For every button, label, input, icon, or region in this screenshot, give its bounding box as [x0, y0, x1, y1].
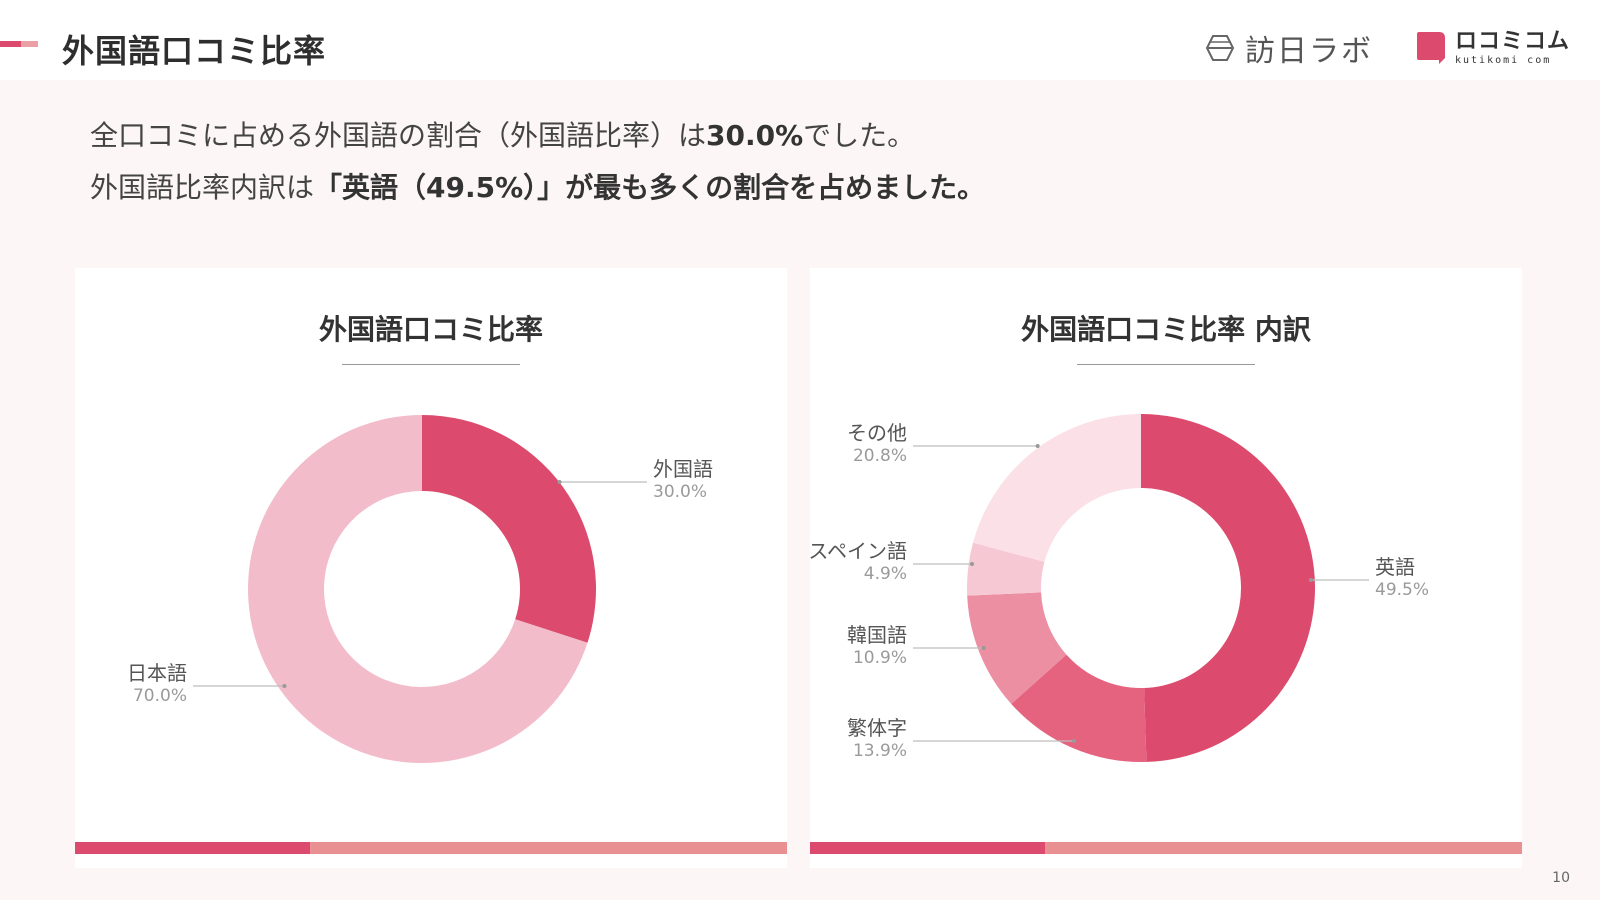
- leader-dot-0-0: [557, 480, 562, 484]
- chart-title-breakdown: 外国語口コミ比率 内訳: [1021, 313, 1311, 346]
- leader-dot-1-1: [1071, 739, 1076, 743]
- kutikomi-logo-text: ロコミコム: [1455, 28, 1571, 54]
- slice-value-0-0: 30.0%: [653, 482, 707, 502]
- speech-bubble-icon: [1415, 30, 1447, 66]
- summary-text: 全口コミに占める外国語の割合（外国語比率）は30.0%でした。 外国語比率内訳は…: [90, 110, 985, 214]
- donut-slice-1-0: [1141, 414, 1315, 762]
- summary-line2-highlight: 「英語（49.5%）」が最も多くの割合を占めました。: [314, 171, 986, 204]
- houjin-lab-logo: 訪日ラボ: [1205, 28, 1373, 69]
- summary-line-1: 全口コミに占める外国語の割合（外国語比率）は30.0%でした。: [90, 110, 985, 162]
- slice-label-1-0: 英語: [1375, 555, 1415, 579]
- leader-dot-1-0: [1308, 578, 1313, 582]
- summary-line2-text: 外国語比率内訳は: [90, 171, 315, 204]
- leader-dot-0-1: [282, 684, 287, 688]
- donut-slice-0-1: [248, 415, 588, 763]
- donut-slice-1-4: [973, 414, 1141, 562]
- slice-label-0-0: 外国語: [653, 457, 713, 481]
- slice-label-1-3: スペイン語: [810, 539, 907, 563]
- slice-value-1-4: 20.8%: [853, 446, 907, 466]
- houjin-logo-text: 訪日ラボ: [1245, 34, 1373, 69]
- slice-label-1-4: その他: [847, 421, 907, 445]
- houjin-logo-icon: [1205, 33, 1235, 63]
- summary-line-2: 外国語比率内訳は「英語（49.5%）」が最も多くの割合を占めました。: [90, 162, 985, 214]
- leader-dot-1-2: [981, 646, 986, 650]
- foreign-ratio-panel: 外国語口コミ比率 外国語 30.0% 日本語 70.0%: [75, 268, 787, 868]
- summary-line1-highlight: 30.0%: [706, 119, 804, 152]
- slice-value-1-3: 4.9%: [864, 564, 907, 584]
- leader-dot-1-3: [970, 562, 975, 566]
- kutikomi-logo: ロコミコム kutikomi com: [1415, 28, 1570, 68]
- slice-value-0-1: 70.0%: [133, 686, 187, 706]
- slice-label-1-1: 繁体字: [847, 716, 907, 740]
- title-accent-mark: [0, 41, 38, 47]
- slice-label-0-1: 日本語: [127, 661, 187, 685]
- header-bar: 外国語口コミ比率 訪日ラボ ロコミコム kutikomi com: [0, 0, 1600, 80]
- summary-line1-text: 全口コミに占める外国語の割合（外国語比率）は: [90, 119, 707, 152]
- title-underline: [1077, 364, 1255, 365]
- slice-value-1-1: 13.9%: [853, 741, 907, 761]
- summary-line1-end: でした。: [803, 119, 916, 152]
- language-breakdown-panel: 外国語口コミ比率 内訳 英語 49.5% 繁体字 13.9% 韓国語 10.9% スペイン語…: [810, 268, 1522, 868]
- donut-slice-0-0: [422, 415, 596, 643]
- donut-slice-1-1: [1011, 654, 1147, 762]
- donut-slice-1-3: [967, 542, 1045, 596]
- page-title: 外国語口コミ比率: [62, 32, 327, 70]
- slice-value-1-2: 10.9%: [853, 648, 907, 668]
- panel-footer-bar: [810, 842, 1522, 854]
- panel-footer-bar: [75, 842, 787, 854]
- slice-label-1-2: 韓国語: [847, 623, 907, 647]
- leader-dot-1-4: [1035, 444, 1040, 448]
- slice-value-1-0: 49.5%: [1375, 580, 1429, 600]
- donut-slice-1-2: [967, 592, 1067, 704]
- kutikomi-logo-subtext: kutikomi com: [1455, 54, 1552, 66]
- chart-title-foreign-ratio: 外国語口コミ比率: [318, 313, 543, 346]
- title-underline: [342, 364, 520, 365]
- page-number: 10: [1552, 870, 1570, 886]
